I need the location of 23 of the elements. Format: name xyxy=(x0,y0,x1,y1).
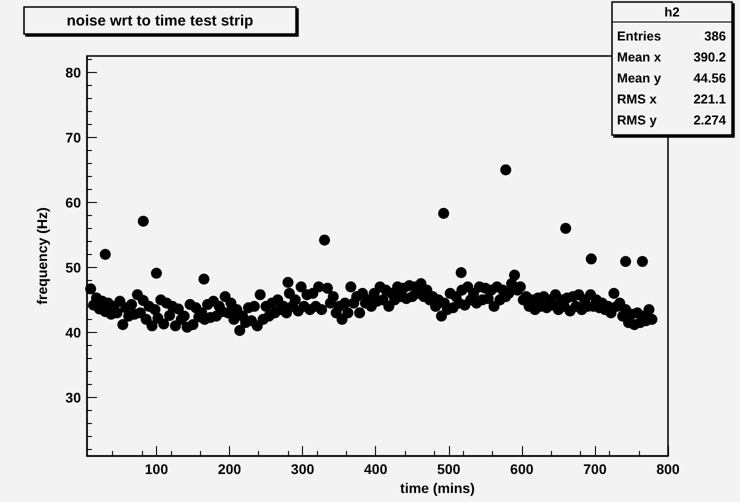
text: h2 xyxy=(664,4,680,20)
x-axis-title: time (mins) xyxy=(400,480,475,496)
text: Entries 386 xyxy=(617,28,726,44)
text: RMS y 2.274 xyxy=(617,112,726,128)
x-tick-label: 600 xyxy=(510,461,534,477)
x-tick-label: 300 xyxy=(290,461,314,477)
x-tick-label: 400 xyxy=(364,461,388,477)
x-tick-label: 800 xyxy=(656,461,680,477)
y-tick-label: 40 xyxy=(65,324,82,340)
y-tick-label: 30 xyxy=(65,389,82,406)
text: Mean y 44.56 xyxy=(617,70,726,86)
text: RMS x 221.1 xyxy=(617,92,726,106)
y-tick-label: 70 xyxy=(65,129,82,146)
x-tick-label: 200 xyxy=(218,461,242,477)
y-axis-title: frequency (Hz) xyxy=(34,207,50,305)
y-tick-label: 80 xyxy=(65,64,82,80)
chart-title: noise wrt to time test strip xyxy=(66,12,254,30)
y-tick-label: 60 xyxy=(65,194,82,210)
x-tick-label: 500 xyxy=(437,461,461,477)
y-tick-label: 50 xyxy=(65,259,82,276)
text: Mean x 390.2 xyxy=(617,50,726,64)
x-tick-label: 100 xyxy=(144,461,168,477)
x-tick-label: 700 xyxy=(583,461,607,477)
